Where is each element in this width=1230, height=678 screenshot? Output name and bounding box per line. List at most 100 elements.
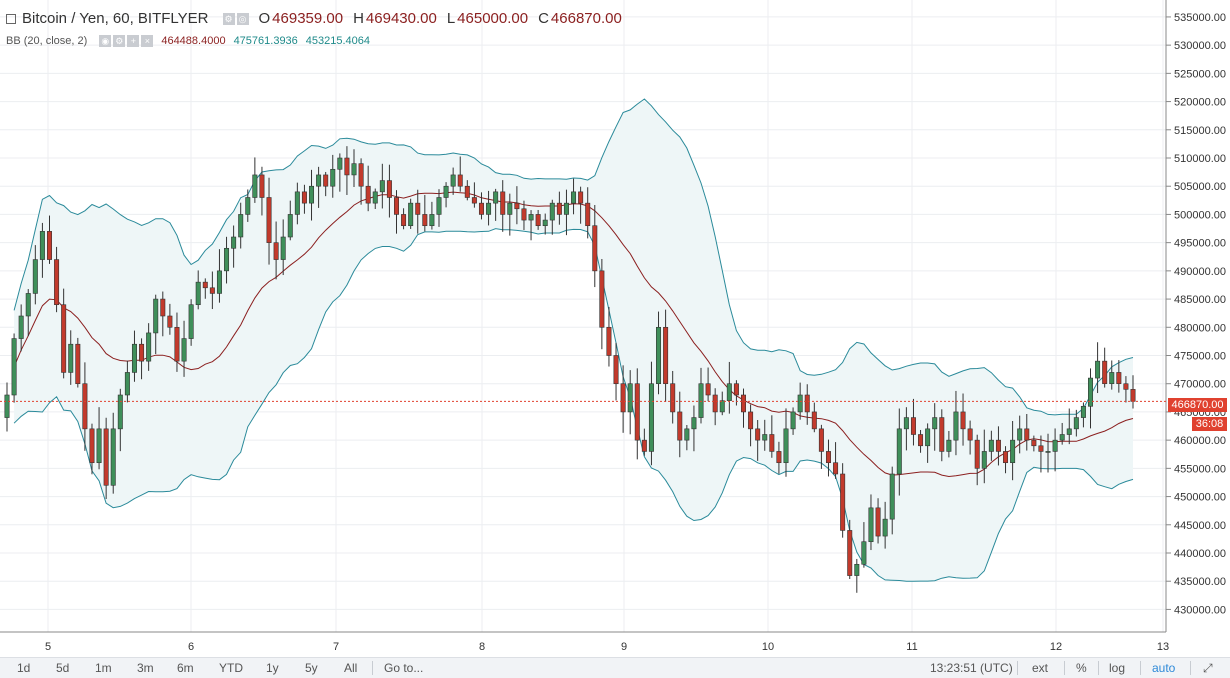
y-tick-label: 500000.00	[1174, 209, 1226, 221]
candle-body	[1010, 439, 1016, 464]
candle-body	[96, 428, 102, 464]
candle-body	[1038, 445, 1044, 452]
y-tick-label: 430000.00	[1174, 604, 1226, 616]
y-tick-label: 485000.00	[1174, 294, 1226, 306]
candle-body	[394, 197, 399, 215]
candle-body	[790, 411, 796, 430]
candle-body	[323, 174, 329, 187]
compare-icon[interactable]: ◎	[236, 12, 249, 25]
candle-body	[769, 434, 775, 452]
candle-body	[995, 439, 1001, 452]
candle-body	[783, 428, 789, 464]
close-value: 466870.00	[550, 10, 622, 27]
settings-icon[interactable]: ⚙	[222, 12, 235, 25]
candle-body	[82, 383, 88, 430]
bb-lower-value: 453215.4064	[305, 35, 371, 47]
y-tick-label: 525000.00	[1174, 68, 1226, 80]
candle-body	[811, 411, 817, 430]
candle-body	[54, 259, 60, 306]
candle-body	[160, 298, 166, 317]
candle-body	[1003, 451, 1009, 464]
range-5d[interactable]: 5d	[56, 661, 70, 675]
range-1y[interactable]: 1y	[266, 661, 279, 675]
candle-body	[542, 219, 548, 227]
candle-body	[1017, 428, 1023, 441]
candle-body	[408, 202, 414, 227]
x-tick-label: 8	[479, 641, 485, 653]
range-all[interactable]: All	[344, 661, 358, 675]
percent-toggle[interactable]: %	[1076, 661, 1087, 675]
range-3m[interactable]: 3m	[137, 661, 154, 675]
candle-body	[471, 197, 477, 204]
fullscreen-icon[interactable]: ⤢	[1203, 661, 1213, 675]
candle-body	[294, 191, 300, 215]
y-tick-label: 470000.00	[1174, 379, 1226, 391]
candle-body	[684, 428, 690, 441]
open-value: 469359.00	[272, 10, 344, 27]
candle-body	[903, 417, 909, 430]
candle-body	[4, 394, 10, 418]
candle-body	[486, 202, 492, 215]
candle-body	[1073, 417, 1079, 430]
range-1d[interactable]: 1d	[17, 661, 31, 675]
eye-icon[interactable]: ◉	[99, 35, 112, 47]
candle-body	[1130, 389, 1136, 402]
candle-body	[818, 428, 824, 452]
candle-body	[422, 214, 428, 227]
candle-body	[762, 434, 768, 441]
candle-body	[216, 270, 222, 294]
candle-body	[1102, 360, 1108, 385]
chart-legend: Bitcoin / Yen, 60, BITFLYER ⚙ ◎ O 469359.…	[6, 10, 622, 27]
candle-body	[337, 157, 343, 170]
candle-body	[556, 202, 562, 215]
candle-body	[528, 214, 534, 221]
candle-body	[514, 202, 520, 210]
high-value: 469430.00	[365, 10, 437, 27]
candle-body	[875, 507, 881, 537]
close-icon[interactable]: ×	[141, 35, 154, 47]
candle-body	[868, 507, 874, 543]
candle-body	[733, 383, 739, 396]
ext-toggle[interactable]: ext	[1032, 661, 1049, 675]
candle-body	[39, 231, 45, 260]
range-ytd[interactable]: YTD	[219, 661, 243, 675]
candle-body	[797, 394, 803, 413]
candle-body	[110, 428, 116, 486]
goto-button[interactable]: Go to...	[384, 661, 424, 675]
candle-body	[245, 197, 251, 215]
range-6m[interactable]: 6m	[177, 661, 194, 675]
candle-body	[521, 208, 527, 221]
auto-toggle[interactable]: auto	[1152, 661, 1176, 675]
candle-body	[613, 355, 619, 385]
range-5y[interactable]: 5y	[305, 661, 318, 675]
toolbar-divider	[372, 661, 373, 675]
settings-icon[interactable]: ⚙	[113, 35, 126, 47]
candle-body	[634, 383, 640, 441]
candle-body	[273, 242, 279, 260]
candle-body	[365, 185, 371, 204]
candle-body	[429, 214, 435, 227]
candle-body	[670, 383, 676, 413]
log-toggle[interactable]: log	[1109, 661, 1126, 675]
y-tick-label: 510000.00	[1174, 153, 1226, 165]
candle-body	[889, 473, 895, 520]
candle-body	[46, 231, 52, 260]
candle-body	[691, 417, 697, 430]
x-tick-label: 6	[188, 641, 194, 653]
candle-body	[1045, 451, 1051, 453]
add-icon[interactable]: +	[127, 35, 140, 47]
candle-body	[507, 202, 513, 215]
candle-body	[436, 197, 442, 215]
range-1m[interactable]: 1m	[95, 661, 112, 675]
candle-body	[344, 157, 350, 176]
candle-body	[910, 417, 916, 435]
candle-body	[61, 304, 67, 373]
bar-countdown-tag: 36:08	[1192, 417, 1227, 431]
y-tick-label: 505000.00	[1174, 181, 1226, 193]
bb-band-fill	[14, 99, 1134, 582]
candle-body	[1059, 434, 1065, 441]
candlestick-chart[interactable]: 430000.00 435000.00 440000.00 445000.00 4500…	[0, 0, 1230, 657]
candle-body	[932, 417, 938, 430]
candle-body	[882, 518, 888, 537]
candle-body	[755, 428, 761, 441]
